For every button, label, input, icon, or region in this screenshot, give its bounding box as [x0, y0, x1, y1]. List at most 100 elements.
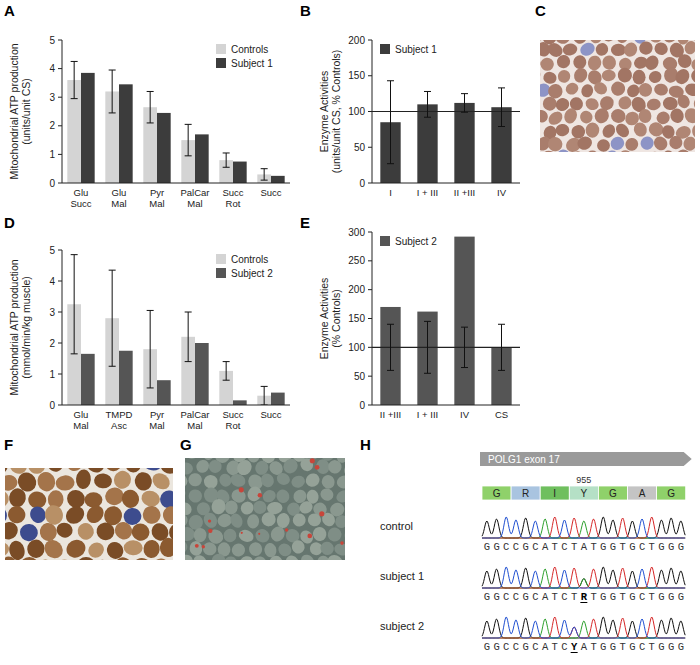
text-line: Rot: [226, 420, 241, 431]
error-bar: [185, 124, 192, 155]
bar-chart: D012345GluMalTMPDAscPyrMalPalCarMalSuccR…: [4, 214, 290, 431]
text-line: Glu: [74, 187, 89, 198]
bar: [454, 103, 474, 183]
muscle-fiber: [611, 44, 626, 57]
muscle-fiber: [185, 511, 190, 529]
y-tick-label: 150: [348, 313, 365, 324]
muscle-fiber: [41, 536, 67, 560]
category-label: II +III: [454, 187, 475, 198]
muscle-fiber: [540, 65, 543, 85]
amino-acid: G: [609, 488, 617, 499]
muscle-fiber: [283, 553, 302, 560]
muscle-fiber: [639, 109, 652, 123]
muscle-fiber: [85, 539, 107, 560]
base: T: [590, 641, 596, 653]
red-speck: [239, 487, 244, 492]
bar: [233, 400, 247, 405]
category-label: SuccRot: [222, 187, 243, 209]
error-bar: [223, 153, 230, 167]
muscle-fiber: [17, 553, 43, 560]
muscle-fiber: [125, 468, 141, 473]
base: G: [610, 591, 616, 603]
micrograph-image: [5, 468, 173, 560]
y-tick: [368, 232, 372, 233]
muscle-fiber: [318, 539, 337, 558]
error-cap: [387, 324, 394, 325]
muscle-fiber: [320, 473, 337, 490]
legend-swatch: [380, 44, 390, 54]
muscle-fiber: [621, 40, 639, 59]
panel-letter: H: [360, 436, 371, 453]
legend-label: Subject 2: [231, 268, 273, 279]
base: T: [590, 541, 596, 553]
text-line: Mal: [187, 198, 202, 209]
legend: ControlsSubject 2: [216, 254, 273, 279]
text-line: (% Controls): [330, 289, 342, 347]
muscle-fiber: [150, 555, 173, 560]
amino-acid: G: [667, 488, 675, 499]
muscle-fiber: [690, 57, 695, 72]
panel-letter: D: [4, 214, 15, 231]
muscle-fiber: [211, 498, 226, 514]
muscle-fiber: [572, 66, 590, 85]
text-line: Mal: [149, 420, 164, 431]
error-cap: [185, 124, 192, 125]
legend-label: Subject 2: [395, 236, 437, 247]
muscle-fiber: [585, 122, 599, 138]
error-bar: [71, 255, 78, 354]
y-tick: [368, 289, 372, 290]
muscle-fiber: [554, 52, 573, 71]
amino-acid-box: [598, 486, 627, 500]
error-stem: [188, 124, 189, 155]
muscle-fiber: [682, 106, 695, 126]
muscle-fiber: [326, 526, 343, 543]
amino-acid-box: [511, 486, 540, 500]
x-axis: [62, 405, 290, 406]
error-stem: [188, 312, 189, 362]
error-bar: [387, 324, 394, 370]
text-line: Glu: [74, 409, 89, 420]
muscle-fiber: [540, 108, 550, 125]
muscle-fiber: [201, 510, 219, 530]
muscle-fiber: [593, 41, 610, 59]
y-tick: [58, 183, 62, 184]
y-tick-label: 100: [348, 342, 365, 353]
y-axis: [62, 40, 63, 183]
muscle-fiber: [35, 470, 57, 494]
muscle-fiber: [75, 469, 92, 490]
y-tick-label: 0: [49, 178, 55, 189]
text-line: TMPD: [106, 409, 133, 420]
muscle-fiber: [651, 134, 670, 152]
error-stem: [390, 81, 391, 164]
muscle-fiber: [668, 135, 684, 151]
base: T: [552, 641, 558, 653]
muscle-fiber: [662, 149, 676, 152]
muscle-fiber: [326, 553, 344, 560]
muscle-fiber: [600, 122, 617, 140]
error-bar: [387, 81, 394, 164]
error-bar: [498, 324, 505, 370]
error-bar: [185, 312, 192, 362]
base: G: [629, 541, 635, 553]
muscle-fiber: [161, 505, 173, 526]
error-bar: [461, 327, 468, 367]
error-stem: [390, 324, 391, 370]
y-tick: [58, 250, 62, 251]
category-label: PalCarMal: [180, 187, 209, 209]
y-tick-label: 50: [354, 371, 366, 382]
muscle-fiber: [93, 473, 112, 490]
category-label: SuccRot: [222, 409, 243, 431]
error-stem: [150, 91, 151, 122]
base: T: [590, 591, 596, 603]
x-axis: [62, 183, 290, 184]
chromatogram-trace: [482, 517, 685, 538]
text-line: Mitochondrial ATP production: [8, 259, 20, 395]
muscle-fiber: [43, 503, 65, 526]
base: T: [619, 641, 625, 653]
base: T: [649, 541, 655, 553]
muscle-fiber: [556, 68, 572, 84]
base: T: [619, 541, 625, 553]
error-bar: [261, 169, 268, 180]
reference-line: [372, 111, 520, 112]
muscle-fiber: [93, 519, 118, 544]
